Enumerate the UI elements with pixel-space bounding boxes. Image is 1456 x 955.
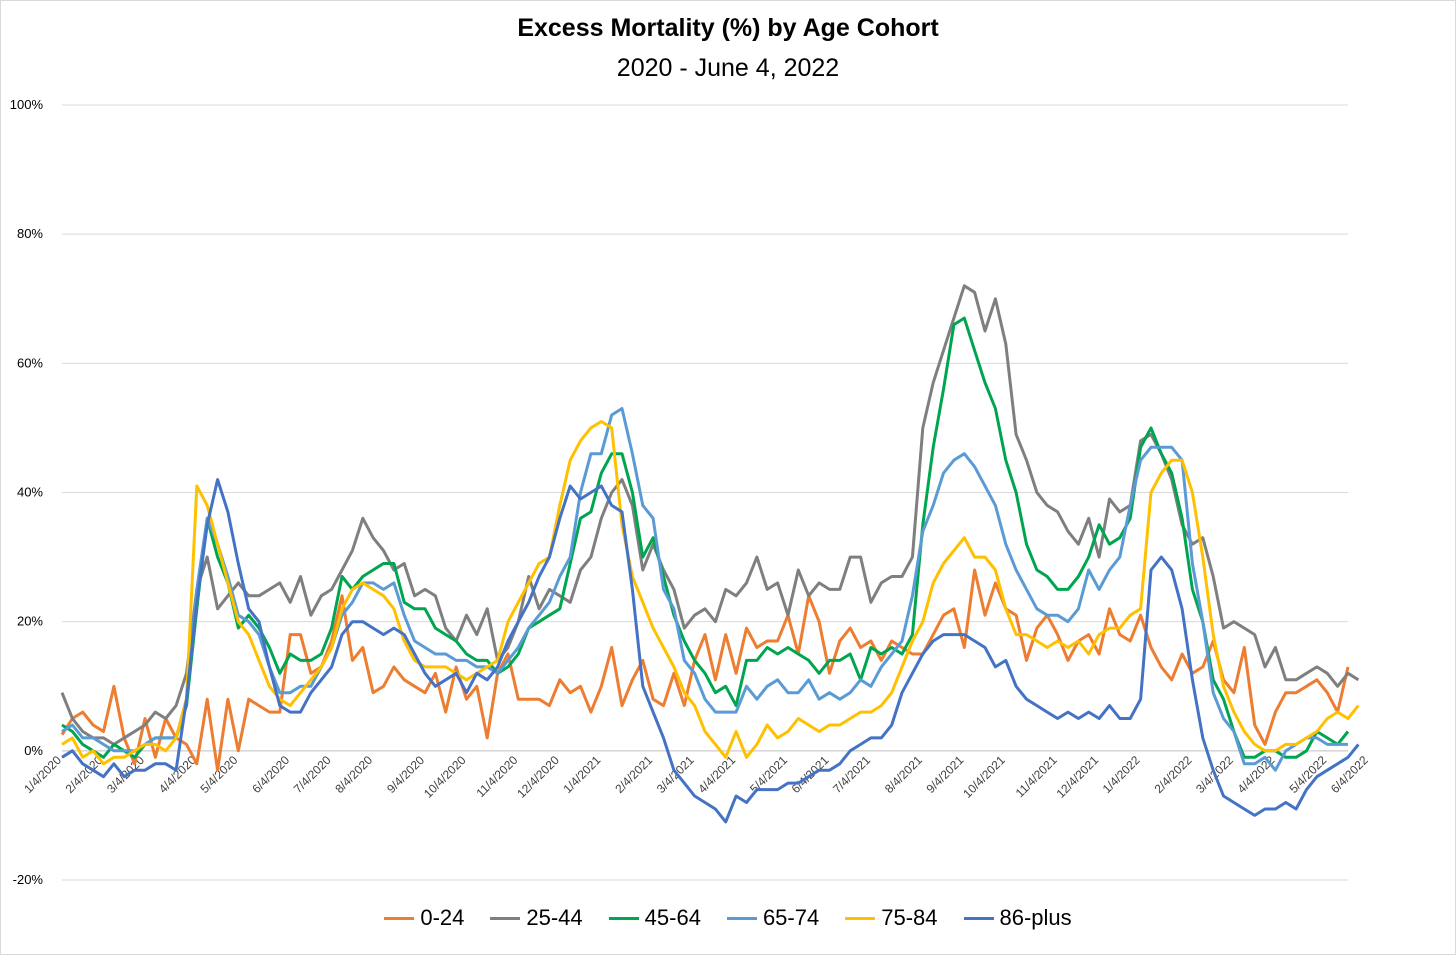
y-tick-label: -20% (13, 872, 44, 887)
legend: 0-24 25-44 45-64 65-74 75-84 86-plus (0, 905, 1456, 931)
x-tick-label: 11/4/2020 (473, 753, 520, 800)
legend-swatch (726, 916, 757, 920)
x-tick-label: 6/4/2022 (1328, 753, 1371, 796)
x-tick-label: 1/4/2020 (21, 753, 64, 796)
legend-label: 86-plus (999, 905, 1072, 930)
x-tick-label: 11/4/2021 (1013, 753, 1060, 800)
x-tick-label: 10/4/2021 (960, 753, 1008, 801)
legend-label: 25-44 (526, 905, 583, 930)
series-line-45-64 (61, 316, 1350, 759)
x-tick-label: 12/4/2021 (1054, 753, 1102, 801)
series-line-65-74 (61, 407, 1348, 772)
y-tick-label: 100% (10, 97, 44, 112)
y-axis-tick-labels: -20% 0% 20% 40% 60% 80% 100% (10, 97, 44, 887)
series-line-75-84 (61, 420, 1360, 766)
legend-item: 25-44 (490, 905, 583, 931)
chart-title: Excess Mortality (%) by Age Cohort (517, 14, 939, 42)
x-tick-label: 6/4/2020 (249, 753, 292, 796)
legend-label: 0-24 (420, 905, 465, 930)
legend-swatch (845, 916, 876, 920)
x-tick-label: 2/4/2022 (1152, 753, 1195, 796)
x-tick-label: 12/4/2020 (514, 753, 562, 801)
legend-item: 75-84 (845, 905, 938, 931)
chart-subtitle: 2020 - June 4, 2022 (616, 54, 840, 82)
x-tick-label: 2/4/2021 (612, 753, 655, 796)
x-tick-label: 7/4/2021 (830, 753, 873, 796)
y-tick-label: 0% (24, 743, 43, 758)
legend-item: 65-74 (726, 905, 820, 931)
y-tick-label: 40% (17, 485, 43, 500)
legend-swatch (490, 916, 521, 920)
legend-swatch (608, 916, 639, 920)
series-line-86-plus (61, 478, 1360, 824)
legend-item: 45-64 (608, 905, 701, 931)
legend-swatch (384, 916, 415, 920)
y-tick-label: 20% (17, 614, 43, 629)
y-tick-label: 80% (17, 226, 43, 241)
x-tick-label: 8/4/2021 (882, 753, 925, 796)
legend-item: 0-24 (384, 905, 464, 931)
series-line-0-24 (60, 568, 1350, 772)
y-tick-label: 60% (17, 355, 43, 370)
x-tick-label: 10/4/2020 (421, 753, 469, 801)
legend-label: 75-84 (881, 905, 938, 930)
series-line-25-44 (60, 284, 1360, 746)
x-tick-label: 4/4/2021 (695, 753, 738, 796)
x-tick-label: 1/4/2021 (560, 753, 603, 796)
x-tick-label: 8/4/2020 (332, 753, 375, 796)
x-tick-label: 1/4/2022 (1100, 753, 1143, 796)
gridlines (62, 104, 1348, 881)
legend-item: 86-plus (963, 905, 1072, 931)
legend-label: 65-74 (762, 905, 820, 930)
legend-swatch (963, 916, 994, 920)
x-tick-label: 4/4/2022 (1235, 753, 1278, 796)
series-lines (60, 284, 1360, 824)
legend-label: 45-64 (644, 905, 701, 930)
x-tick-label: 7/4/2020 (291, 753, 334, 796)
